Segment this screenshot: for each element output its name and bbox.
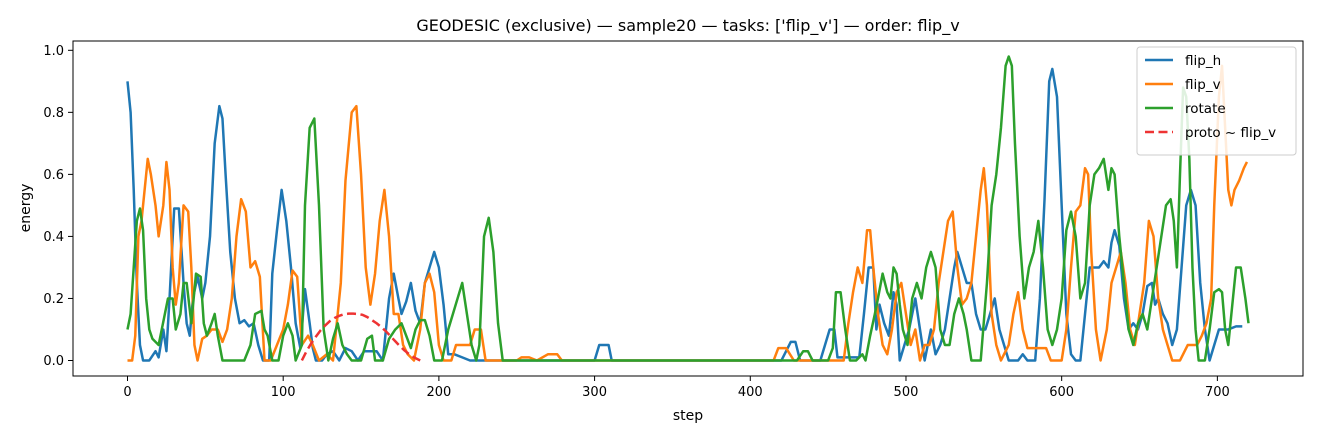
y-tick-label: 0.4 xyxy=(43,230,64,245)
plot-area xyxy=(126,55,1250,362)
series-line-2 xyxy=(126,55,1250,362)
x-tick-label: 400 xyxy=(738,385,763,400)
x-tick-label: 300 xyxy=(582,385,607,400)
legend-box xyxy=(1136,46,1297,156)
plot-frame xyxy=(72,40,1304,377)
y-axis-label: energy xyxy=(18,184,34,233)
legend-label: proto ~ flip_v xyxy=(1185,125,1276,141)
chart-title: GEODESIC (exclusive) — sample20 — tasks:… xyxy=(416,16,959,36)
series-line-0 xyxy=(126,67,1243,362)
legend-label: flip_h xyxy=(1185,53,1221,69)
y-tick-label: 0.8 xyxy=(43,106,64,121)
y-tick-label: 0.0 xyxy=(43,354,64,369)
y-tick-label: 0.2 xyxy=(43,292,64,307)
x-tick-label: 700 xyxy=(1205,385,1230,400)
y-axis: 0.0 0.2 0.4 0.6 0.8 1.0 xyxy=(43,44,73,369)
y-tick-label: 1.0 xyxy=(43,44,64,59)
x-tick-label: 200 xyxy=(426,385,451,400)
x-tick-label: 500 xyxy=(894,385,919,400)
x-tick-label: 600 xyxy=(1049,385,1074,400)
x-axis: 0 100 200 300 400 500 600 700 xyxy=(123,376,1230,400)
y-tick-label: 0.6 xyxy=(43,168,64,183)
legend-label: flip_v xyxy=(1185,77,1221,93)
x-axis-label: step xyxy=(673,408,703,424)
x-tick-label: 100 xyxy=(271,385,296,400)
legend-label: rotate xyxy=(1185,101,1226,117)
x-tick-label: 0 xyxy=(123,385,131,400)
